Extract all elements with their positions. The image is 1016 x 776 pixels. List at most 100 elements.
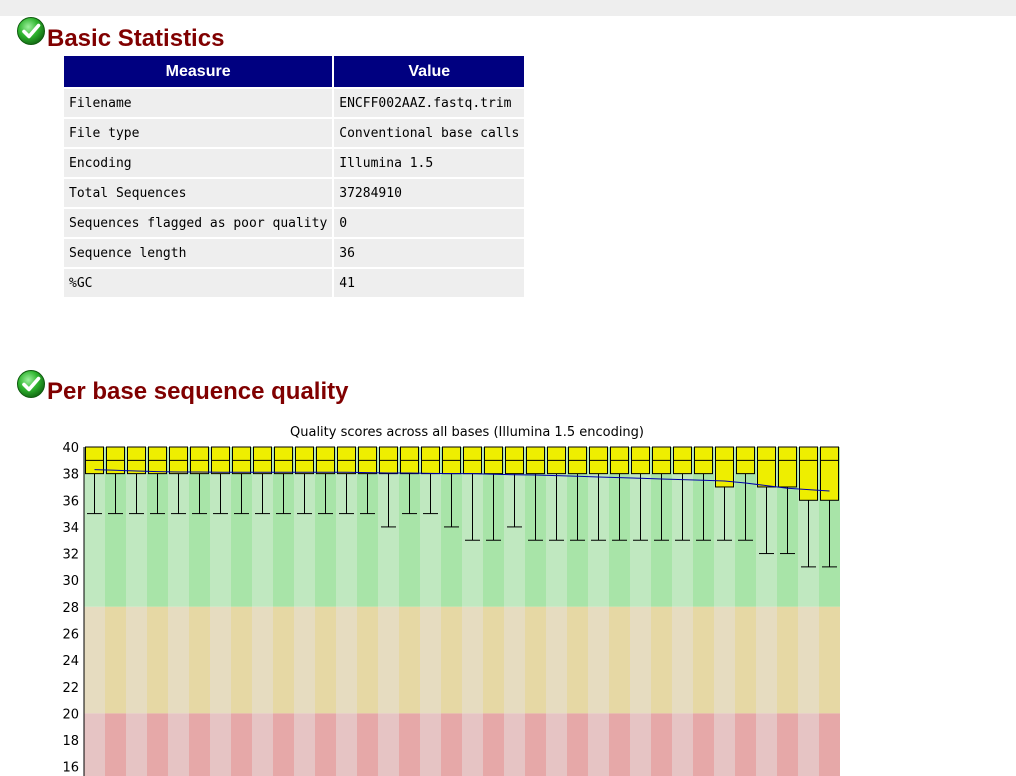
zone-ok xyxy=(567,606,588,714)
mean-line xyxy=(94,469,830,492)
zone-ok xyxy=(441,606,462,714)
table-row: Sequences flagged as poor quality 0 xyxy=(64,209,525,237)
zone-poor xyxy=(504,713,525,776)
iqr-box xyxy=(757,446,776,488)
zone-poor xyxy=(294,713,315,776)
zone-poor xyxy=(420,713,441,776)
table-row: Total Sequences 37284910 xyxy=(64,179,525,207)
box-position xyxy=(379,446,398,528)
box-position xyxy=(547,446,566,541)
zone-ok xyxy=(231,606,252,714)
zone-ok xyxy=(189,606,210,714)
iqr-box xyxy=(799,446,818,501)
box-position xyxy=(736,446,755,541)
zone-good xyxy=(126,447,147,607)
zone-poor xyxy=(462,713,483,776)
zone-ok xyxy=(105,606,126,714)
zone-good xyxy=(84,447,105,607)
box-position xyxy=(400,446,419,515)
y-tick-label: 40 xyxy=(62,441,79,456)
zone-ok xyxy=(294,606,315,714)
quality-zones xyxy=(84,447,840,776)
box-position xyxy=(484,446,503,541)
box-position xyxy=(526,446,545,541)
section-title: Per base sequence quality xyxy=(47,378,349,405)
zone-poor xyxy=(819,713,840,776)
zone-ok xyxy=(525,606,546,714)
zone-good xyxy=(273,447,294,607)
box-position xyxy=(106,446,125,515)
table-row: File type Conventional base calls xyxy=(64,119,525,147)
zone-good xyxy=(231,447,252,607)
table-header-row: Measure Value xyxy=(64,56,525,87)
zone-good xyxy=(420,447,441,607)
box-position xyxy=(421,446,440,515)
zone-poor xyxy=(714,713,735,776)
y-tick-label: 34 xyxy=(62,521,79,536)
zone-poor xyxy=(126,713,147,776)
zone-poor xyxy=(609,713,630,776)
box-position xyxy=(610,446,629,541)
zone-ok xyxy=(693,606,714,714)
value-cell: 0 xyxy=(334,209,525,237)
value-cell: Illumina 1.5 xyxy=(334,149,525,177)
y-tick-label: 38 xyxy=(62,468,79,483)
y-tick-label: 20 xyxy=(62,707,79,722)
iqr-box xyxy=(715,446,734,488)
zone-poor xyxy=(84,713,105,776)
box-position xyxy=(757,446,776,555)
zone-good xyxy=(105,447,126,607)
zone-ok xyxy=(84,606,105,714)
box-position xyxy=(568,446,587,541)
value-cell: Conventional base calls xyxy=(334,119,525,147)
zone-ok xyxy=(651,606,672,714)
zone-good xyxy=(210,447,231,607)
zone-poor xyxy=(105,713,126,776)
zone-ok xyxy=(819,606,840,714)
zone-good xyxy=(336,447,357,607)
zone-ok xyxy=(315,606,336,714)
check-circle-icon xyxy=(17,17,45,45)
y-tick-label: 32 xyxy=(62,548,79,563)
zone-ok xyxy=(777,606,798,714)
zone-ok xyxy=(147,606,168,714)
quality-boxes xyxy=(85,446,839,568)
zone-ok xyxy=(357,606,378,714)
zone-poor xyxy=(798,713,819,776)
basic-statistics-table: Measure Value Filename ENCFF002AAZ.fastq.… xyxy=(62,54,526,299)
zone-poor xyxy=(273,713,294,776)
value-cell: 36 xyxy=(334,239,525,267)
box-position xyxy=(463,446,482,541)
zone-ok xyxy=(714,606,735,714)
zone-ok xyxy=(630,606,651,714)
zone-good xyxy=(168,447,189,607)
measure-cell: Sequences flagged as poor quality xyxy=(64,209,333,237)
measure-cell: Encoding xyxy=(64,149,333,177)
iqr-box xyxy=(820,446,839,501)
zone-poor xyxy=(147,713,168,776)
zone-poor xyxy=(210,713,231,776)
zone-good xyxy=(315,447,336,607)
box-position xyxy=(253,446,272,515)
y-tick-label: 16 xyxy=(62,761,79,776)
zone-good xyxy=(399,447,420,607)
zone-ok xyxy=(546,606,567,714)
zone-poor xyxy=(735,713,756,776)
measure-cell: File type xyxy=(64,119,333,147)
zone-poor xyxy=(630,713,651,776)
zone-poor xyxy=(189,713,210,776)
zone-ok xyxy=(399,606,420,714)
zone-poor xyxy=(672,713,693,776)
box-position xyxy=(505,446,524,528)
zone-ok xyxy=(273,606,294,714)
zone-poor xyxy=(777,713,798,776)
measure-cell: Filename xyxy=(64,89,333,117)
box-position xyxy=(85,446,104,515)
zone-poor xyxy=(231,713,252,776)
value-cell: 37284910 xyxy=(334,179,525,207)
y-tick-label: 36 xyxy=(62,494,79,509)
zone-poor xyxy=(399,713,420,776)
zone-ok xyxy=(756,606,777,714)
zone-ok xyxy=(735,606,756,714)
y-axis-ticks: 40 38 36 34 32 30 28 26 24 22 20 18 16 xyxy=(62,441,79,776)
